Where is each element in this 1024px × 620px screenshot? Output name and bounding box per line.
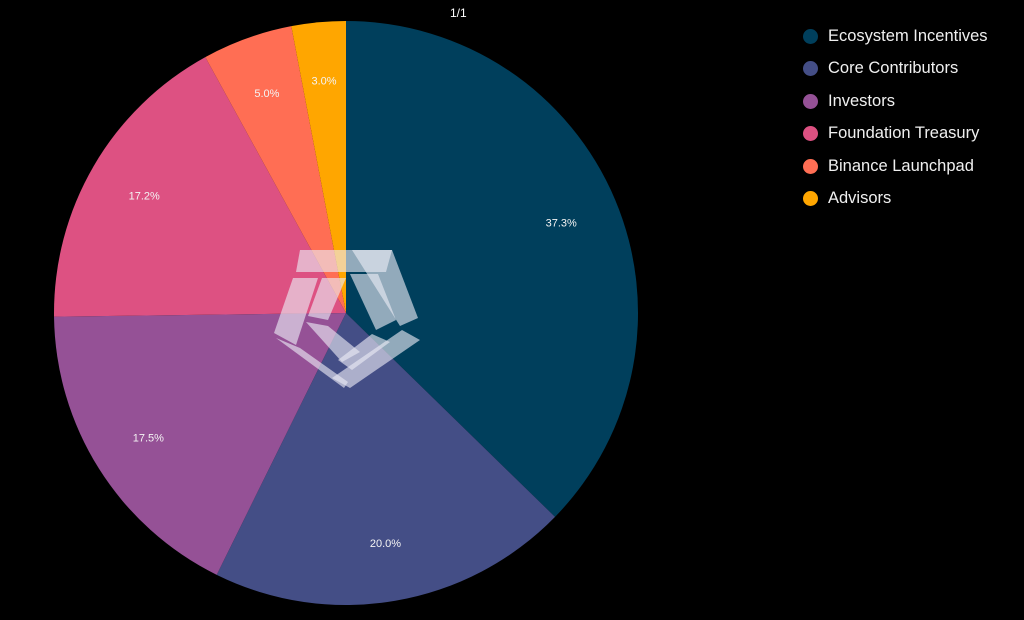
legend-item[interactable]: Ecosystem Incentives [803,20,988,53]
slice-percentage-label: 5.0% [254,88,279,100]
legend-color-dot-icon [803,191,818,207]
legend-item[interactable]: Advisors [803,183,988,216]
legend-color-dot-icon [803,158,818,174]
pie-slice[interactable] [291,21,346,313]
legend-item[interactable]: Investors [803,85,988,118]
legend-color-dot-icon [803,126,818,142]
slice-percentage-label: 17.5% [133,433,164,445]
legend-label: Binance Launchpad [828,156,974,175]
legend-item[interactable]: Core Contributors [803,53,988,86]
legend-color-dot-icon [803,61,818,77]
pie-slice[interactable] [54,313,346,575]
page-indicator: 1/1 [450,6,467,20]
slice-percentage-label: 20.0% [370,538,401,550]
legend-color-dot-icon [803,93,818,109]
slice-percentage-label: 37.3% [546,217,577,229]
pie-slice[interactable] [205,26,346,314]
legend-label: Advisors [828,189,892,208]
legend-color-dot-icon [803,28,818,44]
slice-percentage-label: 17.2% [129,190,160,202]
chart-legend: Ecosystem Incentives Core Contributors Inv… [803,20,988,215]
watermark-logo-icon [274,250,420,388]
legend-item[interactable]: Binance Launchpad [803,150,988,183]
pie-slice[interactable] [346,21,639,517]
pie-slice[interactable] [54,57,346,317]
legend-label: Foundation Treasury [828,124,980,143]
slice-percentage-label: 3.0% [311,75,336,87]
pie-slice[interactable] [216,313,556,605]
legend-item[interactable]: Foundation Treasury [803,118,988,151]
legend-label: Ecosystem Incentives [828,26,988,45]
legend-label: Investors [828,91,895,110]
legend-label: Core Contributors [828,59,959,78]
